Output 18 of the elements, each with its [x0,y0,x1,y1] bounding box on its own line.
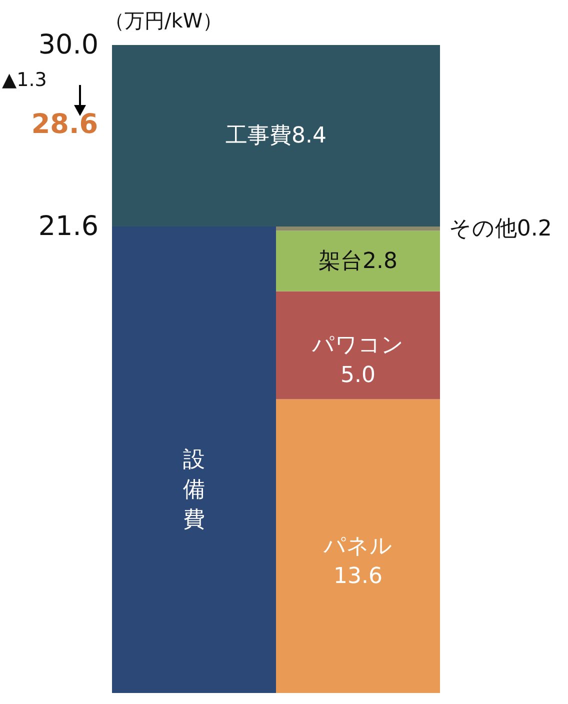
y-tick-label: 21.6 [38,210,98,242]
series-label: 設備費 [183,448,205,533]
text: 工事費8.4 [226,124,326,149]
text: ▲1.3 [2,69,47,91]
bar [276,399,440,693]
data-label: 5.0 [340,363,376,388]
data-label: 13.6 [334,564,382,590]
bar [276,291,440,400]
series-label: パワコン [311,333,404,358]
text: その他0.2 [448,216,552,242]
y-axis-title: （万円/kW） [104,8,223,32]
bar [276,226,440,231]
y-tick-label: 30.0 [38,30,98,60]
series-label: パネル [322,534,392,560]
bar [112,226,276,693]
text: 28.6 [31,109,98,140]
bar [276,230,440,292]
text: 架台2.8 [318,249,398,274]
